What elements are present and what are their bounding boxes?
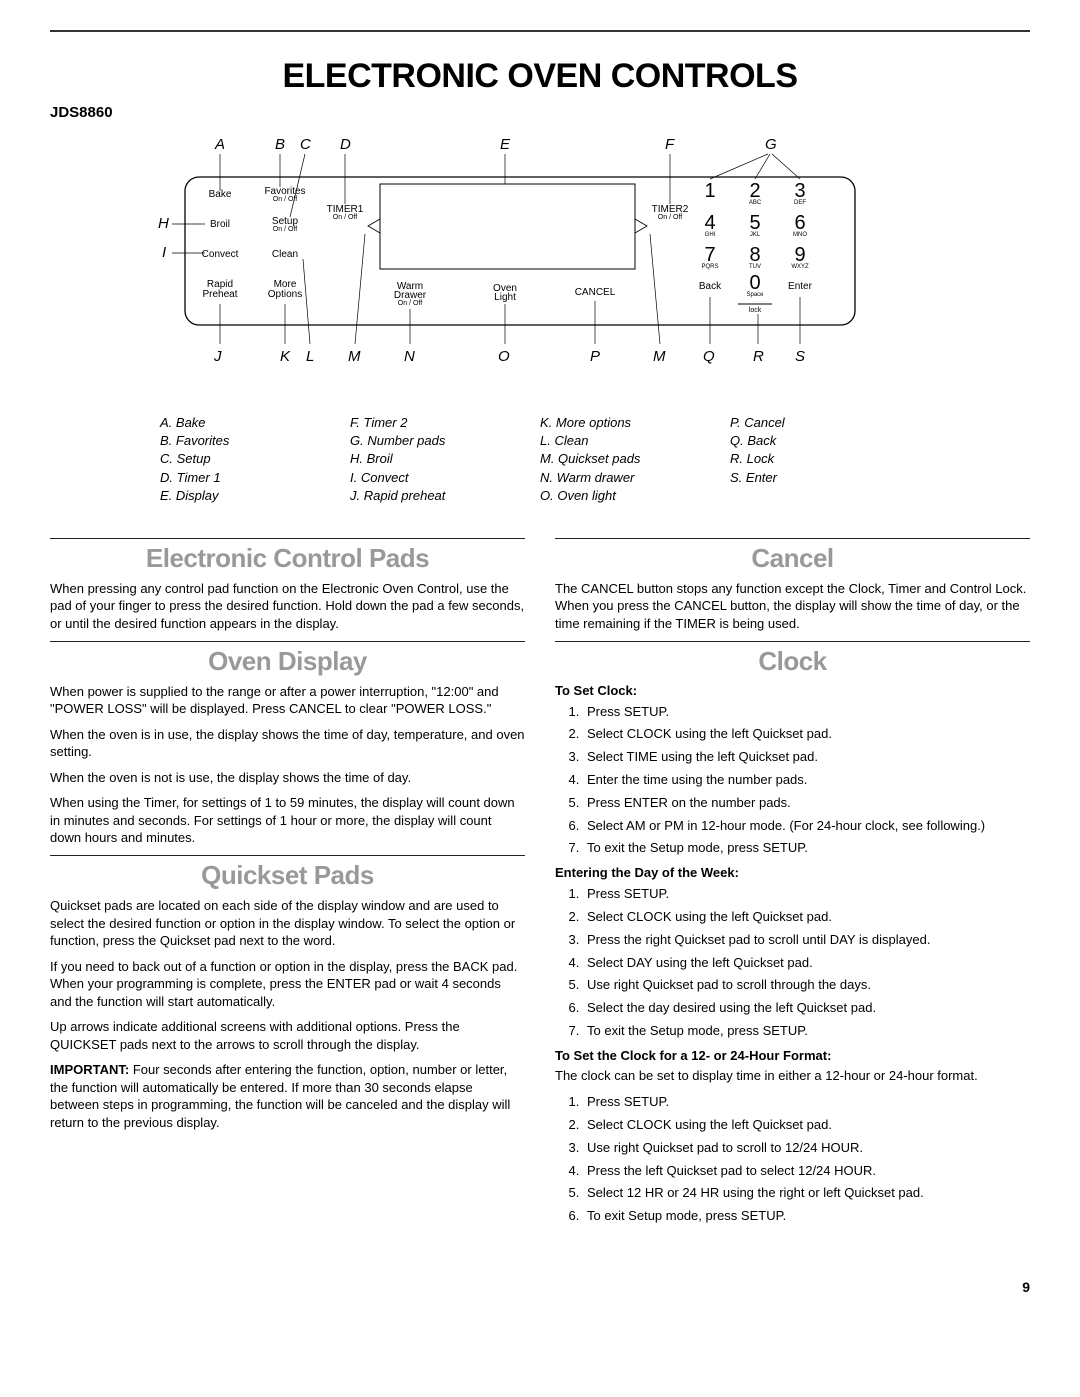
svg-text:0: 0 <box>749 272 760 294</box>
svg-text:On / Off: On / Off <box>658 214 682 221</box>
svg-text:GHI: GHI <box>705 232 716 238</box>
svg-text:PQRS: PQRS <box>701 264 718 270</box>
svg-text:O: O <box>498 348 510 365</box>
svg-text:Options: Options <box>268 289 302 300</box>
svg-text:5: 5 <box>749 212 760 234</box>
svg-text:2: 2 <box>749 180 760 202</box>
heading-oven-display: Oven Display <box>50 646 525 677</box>
heading-quickset-pads: Quickset Pads <box>50 860 525 891</box>
top-rule <box>50 30 1030 32</box>
list-day-of-week: Press SETUP. Select CLOCK using the left… <box>555 884 1030 1042</box>
letter-g: G <box>765 136 777 153</box>
right-column: Cancel The CANCEL button stops any funct… <box>555 530 1030 1229</box>
legend: A. Bake B. Favorites C. Setup D. Timer 1… <box>160 414 920 505</box>
subhead-set-clock: To Set Clock: <box>555 683 1030 698</box>
btn-bake: Bake <box>209 189 232 200</box>
svg-text:Preheat: Preheat <box>202 289 237 300</box>
letter-c: C <box>300 136 311 153</box>
svg-text:K: K <box>280 348 291 365</box>
svg-text:On / Off: On / Off <box>398 300 422 307</box>
left-column: Electronic Control Pads When pressing an… <box>50 530 525 1229</box>
svg-text:L: L <box>306 348 314 365</box>
letter-e: E <box>500 136 511 153</box>
legend-col-3: K. More options L. Clean M. Quickset pad… <box>540 414 730 505</box>
svg-text:Q: Q <box>703 348 715 365</box>
svg-text:On / Off: On / Off <box>273 196 297 203</box>
svg-text:TUV: TUV <box>749 264 761 270</box>
letter-h: H <box>158 215 169 232</box>
legend-col-2: F. Timer 2 G. Number pads H. Broil I. Co… <box>350 414 540 505</box>
btn-lock: lock <box>749 307 762 314</box>
heading-electronic-control-pads: Electronic Control Pads <box>50 543 525 574</box>
btn-enter: Enter <box>788 281 813 292</box>
svg-text:R: R <box>753 348 764 365</box>
svg-text:JKL: JKL <box>750 232 761 238</box>
svg-text:On / Off: On / Off <box>333 214 357 221</box>
number-pad: 1 2ABC 3DEF 4GHI 5JKL 6MNO 7PQRS 8TUV 9W… <box>699 180 813 314</box>
main-title: ELECTRONIC OVEN CONTROLS <box>50 57 1030 96</box>
legend-col-4: P. Cancel Q. Back R. Lock S. Enter <box>730 414 920 505</box>
svg-text:WXYZ: WXYZ <box>791 264 809 270</box>
svg-text:M: M <box>348 348 361 365</box>
svg-text:8: 8 <box>749 244 760 266</box>
list-set-clock: Press SETUP. Select CLOCK using the left… <box>555 702 1030 860</box>
svg-text:DEF: DEF <box>794 200 806 206</box>
svg-text:3: 3 <box>794 180 805 202</box>
letter-i: I <box>162 244 166 261</box>
letter-f: F <box>665 136 675 153</box>
svg-text:MNO: MNO <box>793 232 807 238</box>
model-number: JDS8860 <box>50 104 1030 121</box>
control-panel-diagram: A B C D E F G H I Bake Broil Convect Rap… <box>50 129 1030 505</box>
btn-clean: Clean <box>272 249 298 260</box>
svg-text:M: M <box>653 348 666 365</box>
btn-cancel: CANCEL <box>575 287 616 298</box>
svg-text:N: N <box>404 348 415 365</box>
svg-text:9: 9 <box>794 244 805 266</box>
legend-col-1: A. Bake B. Favorites C. Setup D. Timer 1… <box>160 414 350 505</box>
svg-text:Space: Space <box>746 292 764 298</box>
btn-broil: Broil <box>210 219 230 230</box>
btn-convect: Convect <box>202 249 239 260</box>
svg-text:S: S <box>795 348 805 365</box>
heading-clock: Clock <box>555 646 1030 677</box>
svg-text:Light: Light <box>494 292 516 303</box>
svg-text:On / Off: On / Off <box>273 226 297 233</box>
svg-text:P: P <box>590 348 600 365</box>
letter-d: D <box>340 136 351 153</box>
heading-cancel: Cancel <box>555 543 1030 574</box>
text: When pressing any control pad function o… <box>50 580 525 633</box>
letter-b: B <box>275 136 285 153</box>
svg-text:6: 6 <box>794 212 805 234</box>
svg-text:J: J <box>213 348 222 365</box>
svg-text:1: 1 <box>704 180 715 202</box>
letter-a: A <box>214 136 225 153</box>
svg-text:4: 4 <box>704 212 715 234</box>
btn-back: Back <box>699 281 722 292</box>
svg-text:ABC: ABC <box>749 200 762 206</box>
svg-text:7: 7 <box>704 244 715 266</box>
subhead-day-of-week: Entering the Day of the Week: <box>555 865 1030 880</box>
list-12-24: Press SETUP. Select CLOCK using the left… <box>555 1092 1030 1227</box>
page-number: 9 <box>50 1279 1030 1295</box>
subhead-12-24: To Set the Clock for a 12- or 24-Hour Fo… <box>555 1048 1030 1063</box>
